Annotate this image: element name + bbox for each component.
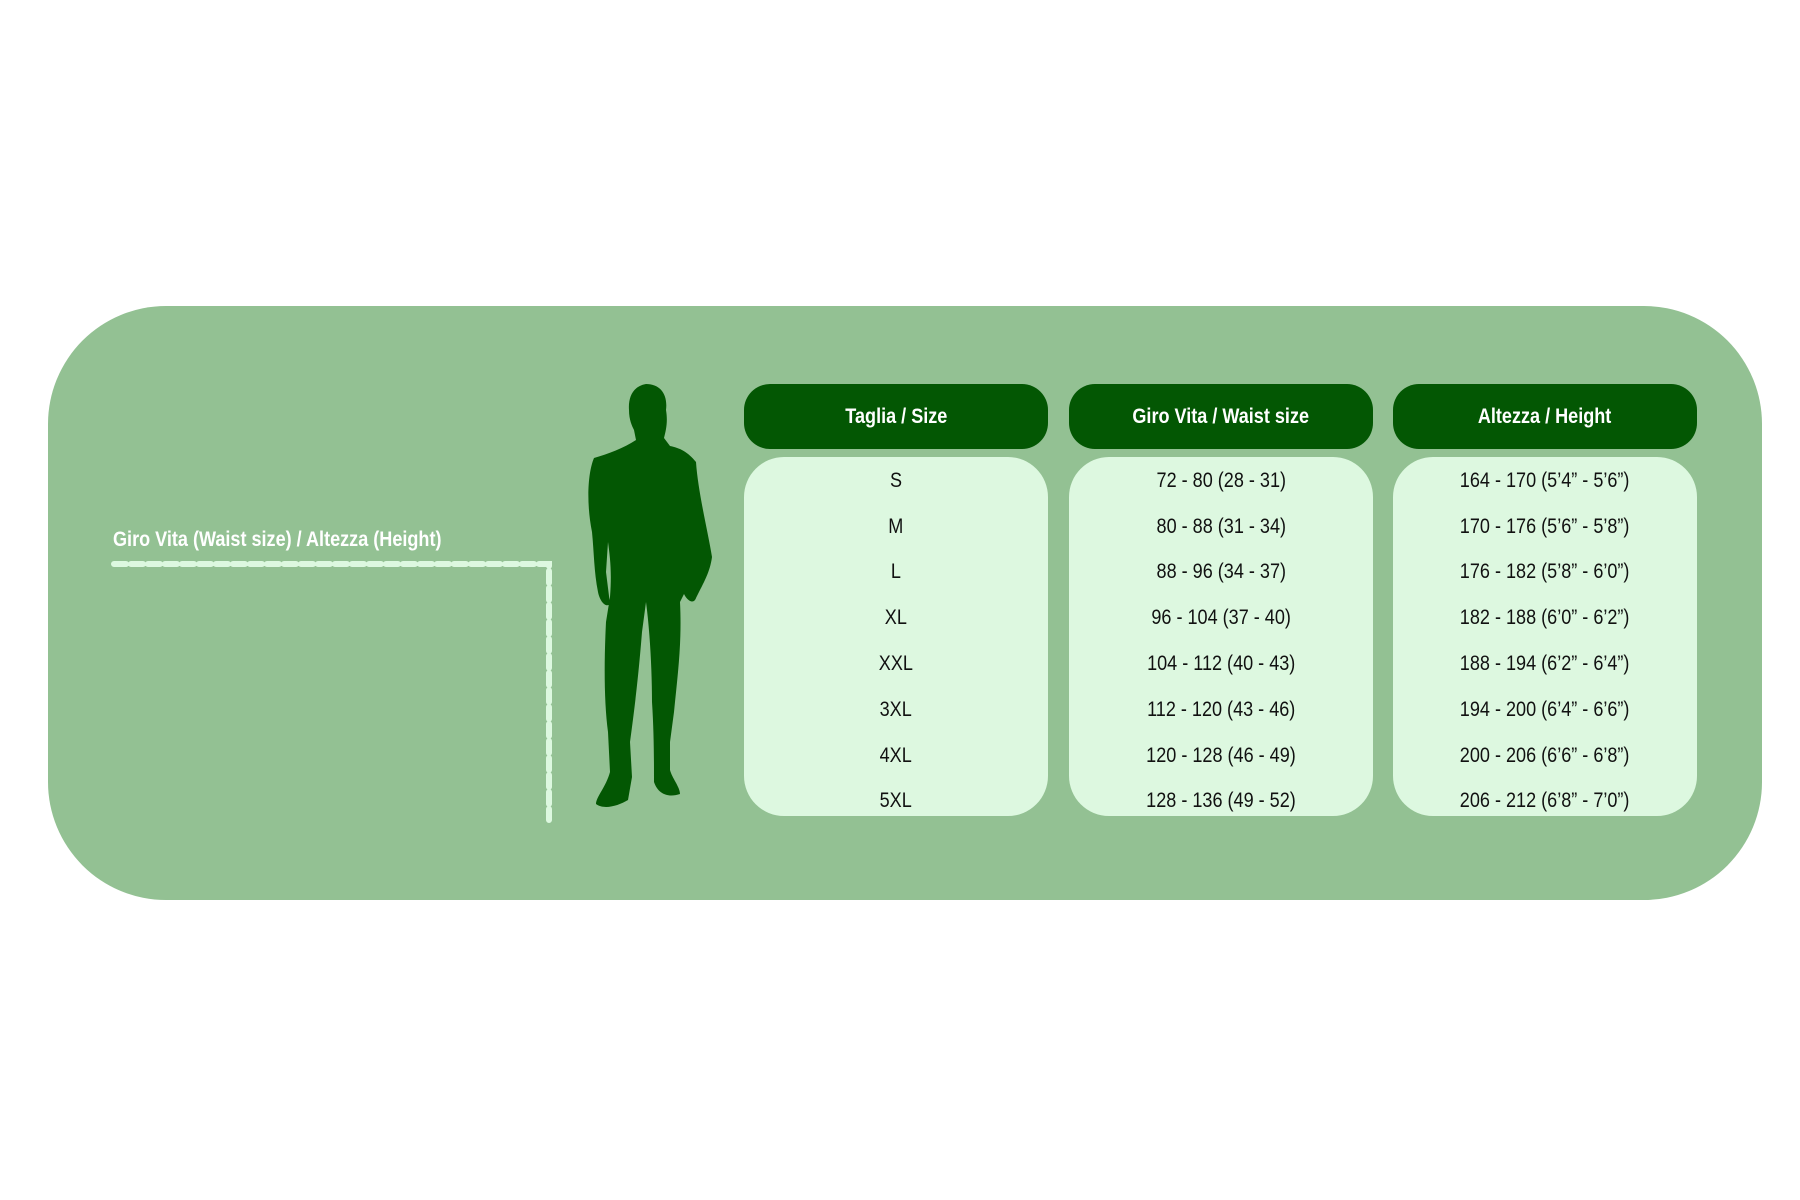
waist-column: Giro Vita / Waist size 72 - 80 (28 - 31)… <box>1069 384 1373 816</box>
height-value: 170 - 176 (5’6” - 5’8”) <box>1460 514 1630 538</box>
table-cell: 88 - 96 (34 - 37) <box>1069 550 1373 596</box>
waist-value: 120 - 128 (46 - 49) <box>1146 743 1296 767</box>
size-value: 3XL <box>879 697 913 721</box>
waist-value: 112 - 120 (43 - 46) <box>1146 697 1296 721</box>
waist-value: 88 - 96 (34 - 37) <box>1156 560 1286 584</box>
waist-value: 104 - 112 (40 - 43) <box>1146 652 1296 676</box>
table-cell: 4XL <box>744 733 1048 779</box>
header-size-label: Taglia / Size <box>844 404 948 428</box>
table-cell: 128 - 136 (49 - 52) <box>1069 779 1373 825</box>
table-cell: 96 - 104 (37 - 40) <box>1069 595 1373 641</box>
height-value: 164 - 170 (5’4” - 5’6”) <box>1460 468 1630 492</box>
table-cell: 164 - 170 (5’4” - 5’6”) <box>1393 458 1697 504</box>
table-cell: 5XL <box>744 779 1048 825</box>
size-value: S <box>889 468 903 492</box>
height-value: 182 - 188 (6’0” - 6’2”) <box>1460 606 1630 630</box>
height-column: Altezza / Height 164 - 170 (5’4” - 5’6”)… <box>1393 384 1697 816</box>
header-size: Taglia / Size <box>744 384 1048 449</box>
table-cell: S <box>744 458 1048 504</box>
waist-values: 72 - 80 (28 - 31) 80 - 88 (31 - 34) 88 -… <box>1069 457 1373 816</box>
waist-value: 96 - 104 (37 - 40) <box>1151 606 1291 630</box>
table-cell: 188 - 194 (6’2” - 6’4”) <box>1393 641 1697 687</box>
measure-label: Giro Vita (Waist size) / Altezza (Height… <box>113 528 442 551</box>
size-value: 4XL <box>879 743 913 767</box>
height-value: 200 - 206 (6’6” - 6’8”) <box>1460 743 1630 767</box>
height-value: 206 - 212 (6’8” - 7’0”) <box>1460 789 1630 813</box>
header-waist-label: Giro Vita / Waist size <box>1132 404 1310 428</box>
height-value: 176 - 182 (5’8” - 6’0”) <box>1460 560 1630 584</box>
size-value: 5XL <box>879 789 913 813</box>
table-cell: M <box>744 504 1048 550</box>
size-values: S M L XL XXL 3XL 4XL 5XL <box>744 457 1048 816</box>
header-waist: Giro Vita / Waist size <box>1069 384 1373 449</box>
table-cell: 72 - 80 (28 - 31) <box>1069 458 1373 504</box>
header-height-label: Altezza / Height <box>1478 404 1612 428</box>
table-cell: 206 - 212 (6’8” - 7’0”) <box>1393 779 1697 825</box>
table-cell: 176 - 182 (5’8” - 6’0”) <box>1393 550 1697 596</box>
table-cell: 120 - 128 (46 - 49) <box>1069 733 1373 779</box>
table-cell: XL <box>744 595 1048 641</box>
table-cell: 3XL <box>744 687 1048 733</box>
height-value: 188 - 194 (6’2” - 6’4”) <box>1460 652 1630 676</box>
waist-value: 80 - 88 (31 - 34) <box>1156 514 1286 538</box>
table-cell: 182 - 188 (6’0” - 6’2”) <box>1393 595 1697 641</box>
table-cell: 170 - 176 (5’6” - 5’8”) <box>1393 504 1697 550</box>
header-height: Altezza / Height <box>1393 384 1697 449</box>
size-column: Taglia / Size S M L XL XXL 3XL 4XL 5XL <box>744 384 1048 816</box>
table-cell: 104 - 112 (40 - 43) <box>1069 641 1373 687</box>
table-cell: 200 - 206 (6’6” - 6’8”) <box>1393 733 1697 779</box>
table-cell: 194 - 200 (6’4” - 6’6”) <box>1393 687 1697 733</box>
waist-value: 128 - 136 (49 - 52) <box>1146 789 1296 813</box>
size-value: M <box>888 514 904 538</box>
table-cell: 80 - 88 (31 - 34) <box>1069 504 1373 550</box>
height-values: 164 - 170 (5’4” - 5’6”) 170 - 176 (5’6” … <box>1393 457 1697 816</box>
height-value: 194 - 200 (6’4” - 6’6”) <box>1460 697 1630 721</box>
size-value: XL <box>884 606 908 630</box>
table-cell: L <box>744 550 1048 596</box>
table-cell: 112 - 120 (43 - 46) <box>1069 687 1373 733</box>
size-value: L <box>890 560 902 584</box>
man-silhouette-icon <box>588 384 712 807</box>
waist-value: 72 - 80 (28 - 31) <box>1156 468 1286 492</box>
table-cell: XXL <box>744 641 1048 687</box>
size-value: XXL <box>878 652 914 676</box>
